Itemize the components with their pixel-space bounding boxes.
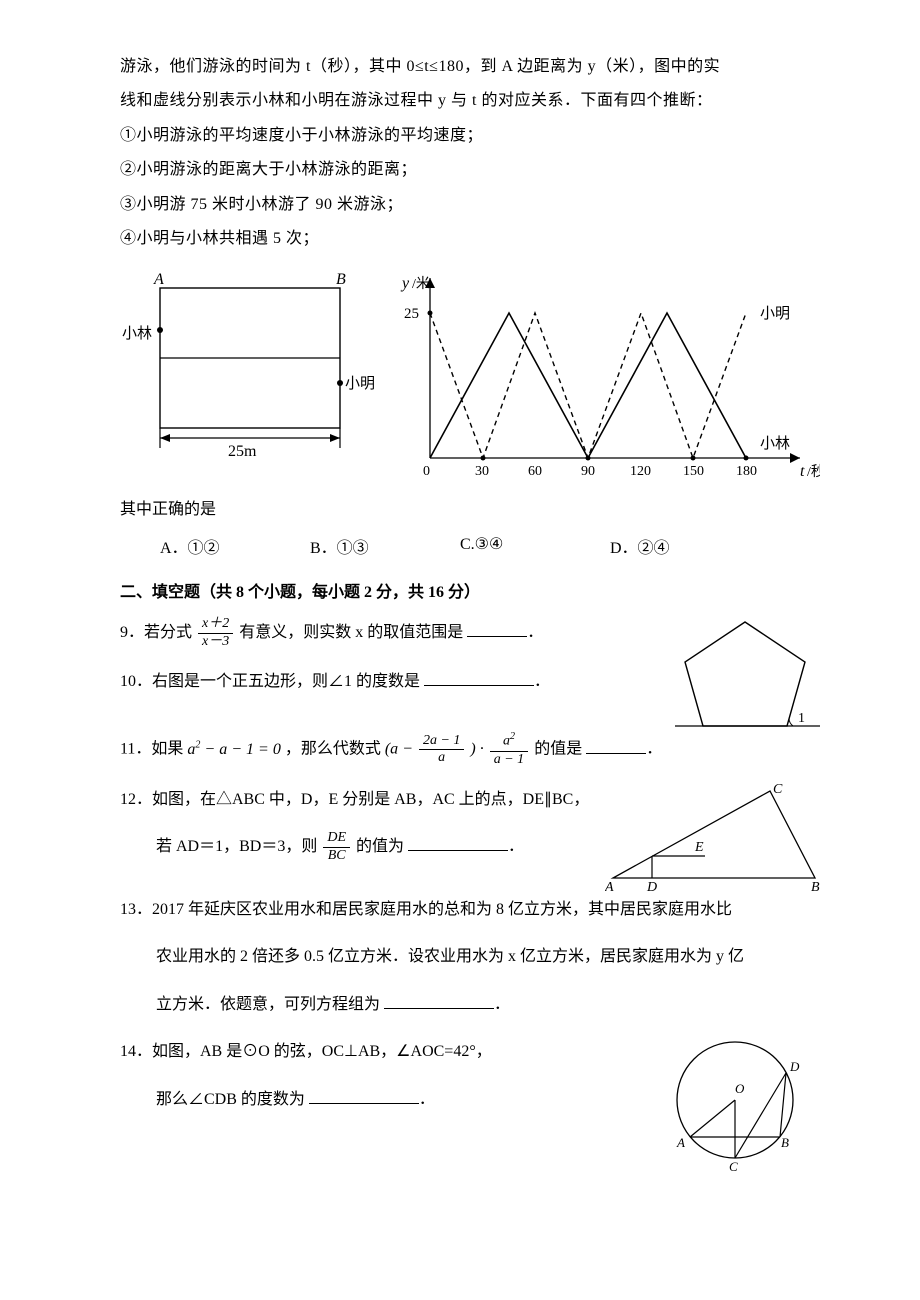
q12-l1: 12．如图，在△ABC 中，D，E 分别是 AB，AC 上的点，DE∥BC， — [120, 783, 595, 817]
q12-frac-num: DE — [323, 830, 350, 848]
svg-text:150: 150 — [683, 464, 704, 479]
q11: 11．如果 a2 − a − 1 = 0 ，那么代数式 (a − 2a − 1 … — [120, 731, 825, 768]
svg-text:/米: /米 — [412, 276, 430, 292]
q9-blank — [467, 636, 527, 637]
q8-result-lead: 其中正确的是 — [120, 494, 825, 526]
distance-time-chart: y /米 t /秒 25 0 30 60 90 120 150 180 小明 小… — [380, 268, 820, 488]
svg-text:120: 120 — [630, 464, 651, 479]
q11-frac2: a2 a − 1 — [490, 731, 528, 768]
pentagon-diagram: 1 — [675, 616, 825, 731]
q9-frac-den: x－3 — [198, 634, 233, 651]
svg-text:E: E — [694, 840, 704, 855]
q13-l3: 立方米．依题意，可列方程组为 ． — [120, 988, 825, 1022]
svg-text:小明: 小明 — [345, 375, 375, 392]
q10: 10．右图是一个正五边形，则∠1 的度数是 ． — [120, 665, 665, 699]
svg-text:B: B — [811, 880, 820, 893]
svg-text:25m: 25m — [228, 443, 257, 460]
q12-l2: 若 AD＝1，BD＝3，则 DE BC 的值为 ． — [120, 830, 595, 865]
q14-l1: 14．如图，AB 是⊙O 的弦，OC⊥AB，∠AOC=42°， — [120, 1035, 645, 1069]
svg-text:B: B — [336, 271, 346, 288]
q9-fraction: x＋2 x－3 — [198, 616, 233, 651]
svg-text:C: C — [729, 1159, 738, 1174]
q14-l2: 那么∠CDB 的度数为 ． — [120, 1083, 645, 1117]
svg-text:90: 90 — [581, 464, 595, 479]
q8-diagrams-row: A B 小林 小明 25m y /米 t /秒 25 0 30 60 90 12… — [120, 268, 825, 488]
svg-text:A: A — [676, 1135, 685, 1150]
q12-l2b: 的值为 — [356, 838, 404, 855]
svg-text:25: 25 — [404, 306, 419, 322]
svg-text:D: D — [646, 880, 657, 893]
q11-mid: ，那么代数式 — [285, 741, 381, 758]
q11-frac2-den: a − 1 — [490, 752, 528, 769]
q13-l1: 13．2017 年延庆区农业用水和居民家庭用水的总和为 8 亿立方米，其中居民家… — [120, 893, 825, 927]
q14-blank — [309, 1103, 419, 1104]
q13-blank — [384, 1008, 494, 1009]
q11-frac2-num: a2 — [490, 731, 528, 751]
q14-l2-text: 那么∠CDB 的度数为 — [156, 1091, 305, 1108]
section2-title: 二、填空题（共 8 个小题，每小题 2 分，共 16 分） — [120, 578, 825, 602]
pool-diagram: A B 小林 小明 25m — [120, 268, 380, 478]
q11-blank — [586, 753, 646, 754]
q8-optC: C.③④ — [460, 534, 610, 558]
svg-text:小明: 小明 — [760, 305, 790, 322]
q11-expr: a2 − a − 1 = 0 — [187, 741, 280, 758]
q9-lead: 9．若分式 — [120, 624, 192, 641]
svg-text:180: 180 — [736, 464, 757, 479]
svg-text:B: B — [781, 1135, 789, 1150]
q13-l2: 农业用水的 2 倍还多 0.5 亿立方米．设农业用水为 x 亿立方米，居民家庭用… — [120, 940, 825, 974]
q12-blank — [408, 850, 508, 851]
q8-stmt3: ③小明游 75 米时小林游了 90 米游泳； — [120, 188, 825, 222]
q8-optA: A．①② — [160, 534, 310, 558]
q8-stmt1: ①小明游泳的平均速度小于小林游泳的平均速度； — [120, 119, 825, 153]
q13-l3-text: 立方米．依题意，可列方程组为 — [156, 996, 380, 1013]
q11-frac1-den: a — [419, 750, 464, 767]
svg-text:t: t — [800, 463, 805, 480]
svg-text:A: A — [605, 880, 614, 893]
svg-text:小林: 小林 — [760, 435, 790, 452]
svg-text:y: y — [400, 275, 410, 292]
svg-text:/秒: /秒 — [807, 464, 820, 480]
svg-text:A: A — [153, 271, 164, 288]
svg-text:D: D — [789, 1059, 800, 1074]
q12-frac-den: BC — [323, 848, 350, 865]
svg-text:小林: 小林 — [122, 325, 152, 342]
q11-frac1: 2a − 1 a — [419, 733, 464, 768]
svg-text:C: C — [773, 783, 783, 797]
q10-blank — [424, 685, 534, 686]
q8-stmt4: ④小明与小林共相遇 5 次； — [120, 222, 825, 256]
q10-text: 10．右图是一个正五边形，则∠1 的度数是 — [120, 673, 420, 690]
q9: 9．若分式 x＋2 x－3 有意义，则实数 x 的取值范围是 ． — [120, 616, 665, 651]
q11-tail: 的值是 — [534, 741, 582, 758]
circle-diagram: O A B C D — [655, 1035, 825, 1175]
q8-intro2: 线和虚线分别表示小林和小明在游泳过程中 y 与 t 的对应关系．下面有四个推断： — [120, 84, 825, 118]
triangle-diagram: A B C D E — [605, 783, 825, 893]
q8-optD: D．②④ — [610, 534, 760, 558]
svg-text:30: 30 — [475, 464, 489, 479]
q8-stmt2: ②小明游泳的距离大于小林游泳的距离； — [120, 153, 825, 187]
q8-optB: B．①③ — [310, 534, 460, 558]
q12-fraction: DE BC — [323, 830, 350, 865]
q9-tail: 有意义，则实数 x 的取值范围是 — [239, 624, 463, 641]
q12-l2a: 若 AD＝1，BD＝3，则 — [156, 838, 317, 855]
svg-text:O: O — [735, 1081, 745, 1096]
svg-text:60: 60 — [528, 464, 542, 479]
svg-text:0: 0 — [423, 464, 430, 479]
q11-frac1-num: 2a − 1 — [419, 733, 464, 751]
svg-text:1: 1 — [798, 711, 805, 726]
q8-options: A．①② B．①③ C.③④ D．②④ — [120, 534, 825, 558]
q11-lead: 11．如果 — [120, 741, 183, 758]
q8-intro1: 游泳，他们游泳的时间为 t（秒），其中 0≤t≤180，到 A 边距离为 y（米… — [120, 50, 825, 84]
q9-frac-num: x＋2 — [198, 616, 233, 634]
